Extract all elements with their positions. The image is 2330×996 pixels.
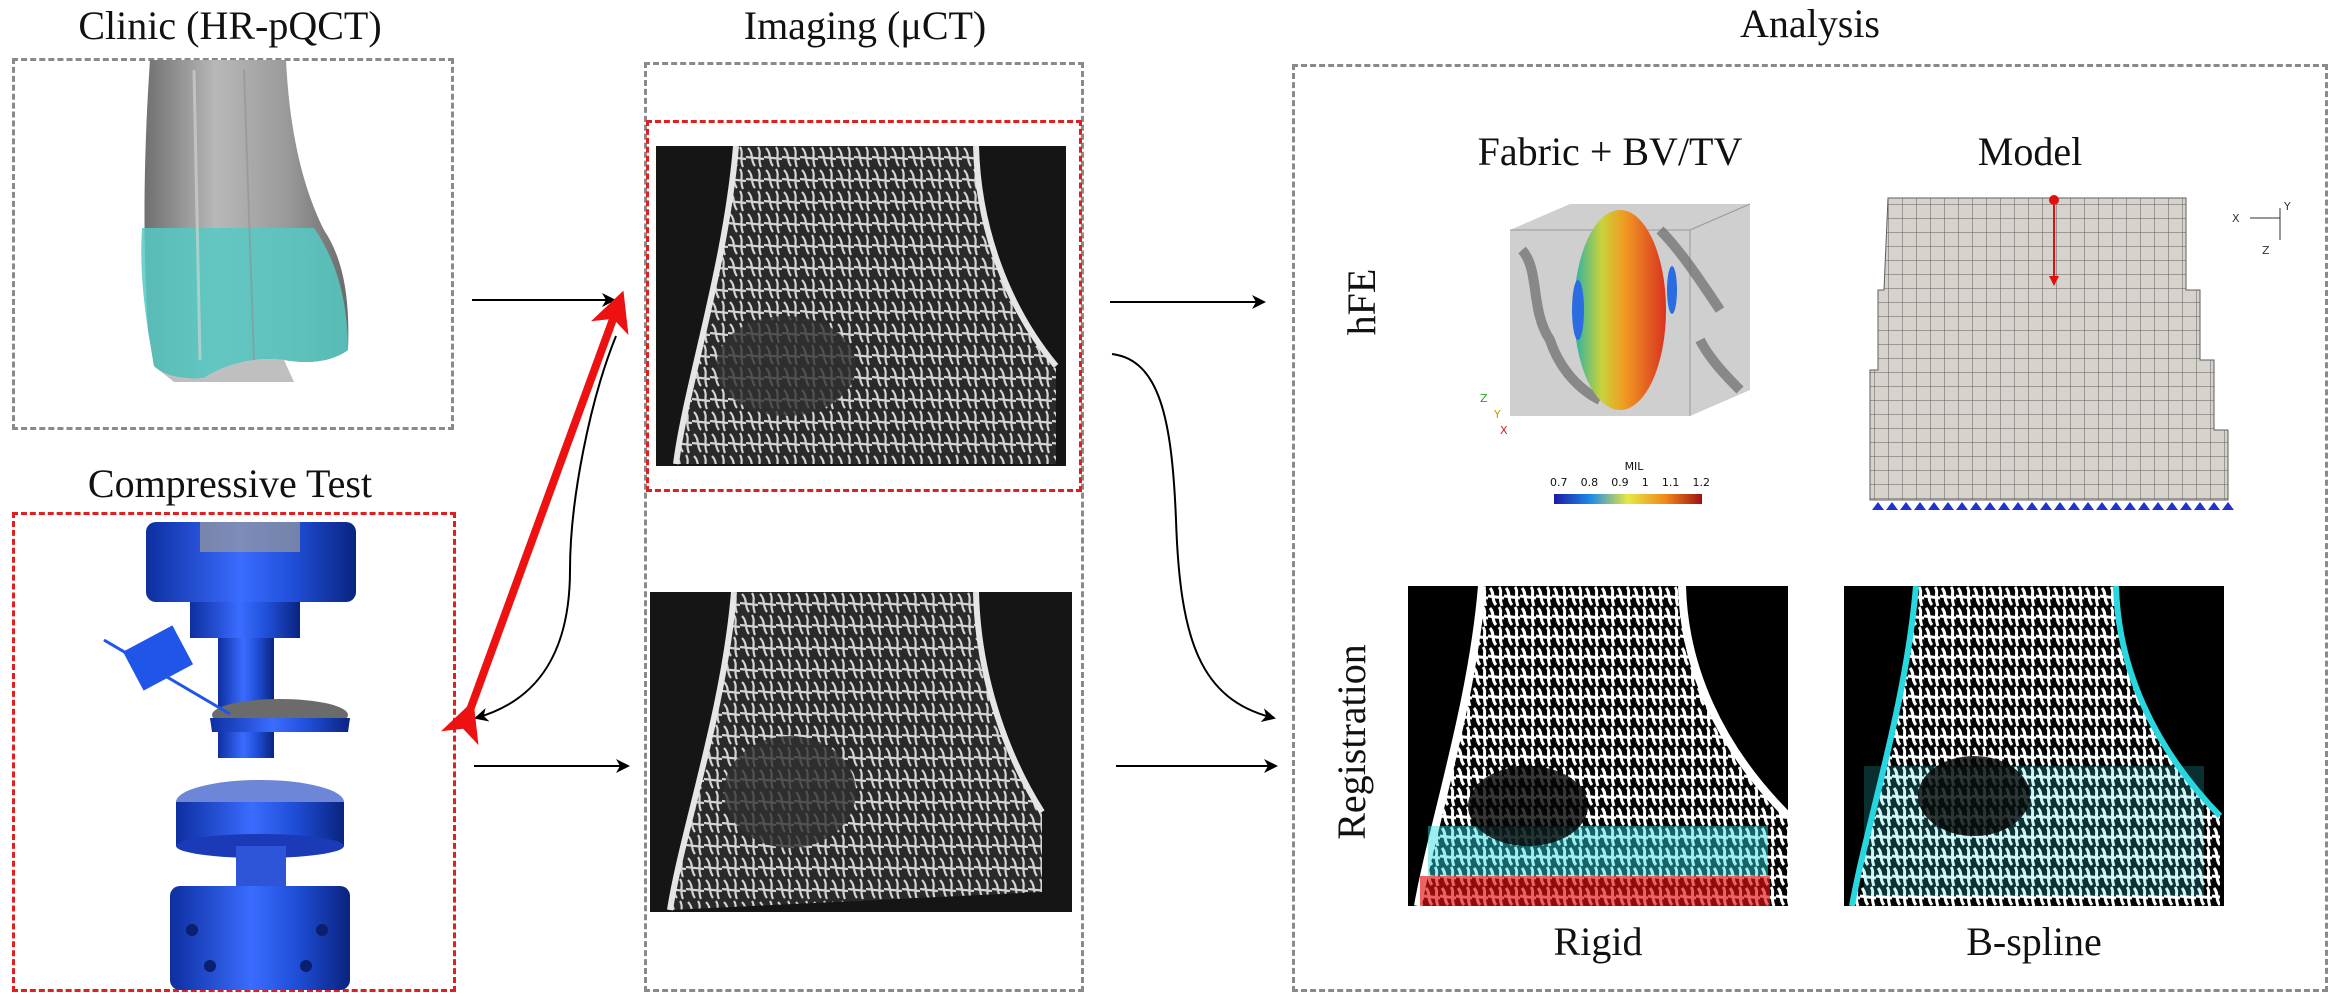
compressive-box	[12, 512, 456, 992]
fabric-title: Fabric + BV/TV	[1477, 129, 1743, 174]
compression-machine-image	[103, 522, 356, 990]
fe-mesh-model-image: X Y Z	[1869, 195, 2291, 510]
colorbar-tick: 0.8	[1580, 476, 1599, 489]
rigid-label: Rigid	[1553, 919, 1643, 964]
registration-bspline-image	[1844, 586, 2224, 906]
microct-image-top	[656, 146, 1066, 466]
compressive-title: Compressive Test	[87, 461, 373, 506]
model-axis-y: Y	[2283, 200, 2291, 213]
imaging-title: Imaging (μCT)	[743, 3, 987, 48]
arrow-curve-imaging-to-compression	[474, 335, 617, 722]
clinic-title: Clinic (HR-pQCT)	[78, 3, 382, 48]
model-axis-x: X	[2232, 212, 2240, 225]
clinic-box	[12, 58, 454, 430]
microct-image-bottom	[650, 592, 1072, 912]
fabric-axis-x: X	[1500, 424, 1508, 437]
registration-rigid-image	[1408, 586, 1788, 906]
fabric-colorbar	[1554, 494, 1702, 504]
colorbar-label: MIL	[1624, 460, 1644, 473]
fabric-render-image: Z Y X	[1480, 203, 1751, 437]
analysis-title: Analysis	[1740, 1, 1880, 46]
hr-pqct-radius-image	[141, 60, 349, 382]
colorbar-tick: 1.2	[1692, 476, 1710, 489]
imaging-box	[644, 62, 1084, 992]
fabric-axis-z: Z	[1480, 392, 1488, 405]
arrow-red-correspondence	[440, 290, 629, 746]
analysis-box	[1292, 64, 2328, 992]
model-title: Model	[1977, 129, 2083, 174]
colorbar-tick: 1	[1641, 476, 1649, 489]
arrow-curve-imaging-to-registration	[1111, 353, 1276, 722]
colorbar-ticks: 0.7 0.8 0.9 1 1.1 1.2	[1550, 476, 1710, 489]
colorbar-tick: 0.7	[1550, 476, 1568, 489]
imaging-highlight-box	[646, 120, 1082, 492]
colorbar-tick: 0.9	[1611, 476, 1629, 489]
model-axis-z: Z	[2262, 244, 2270, 257]
bspline-label: B-spline	[1966, 919, 2102, 964]
colorbar-tick: 1.1	[1661, 476, 1680, 489]
fabric-axis-y: Y	[1493, 408, 1501, 421]
